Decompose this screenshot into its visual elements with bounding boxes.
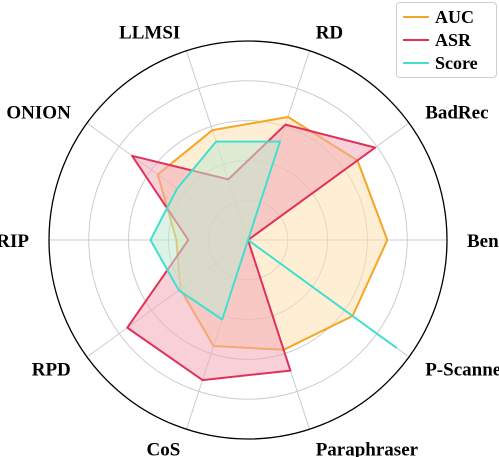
- series-score-area: [149, 140, 398, 349]
- legend-swatch-score: [403, 62, 429, 64]
- axis-label-badrec: BadRec: [425, 102, 488, 123]
- outer-frame: [48, 40, 448, 440]
- axis-label-strip: STRIP: [0, 231, 29, 252]
- legend-label-asr: ASR: [435, 29, 472, 50]
- legend-label-score: Score: [435, 52, 478, 73]
- axis-label-onion: ONION: [6, 102, 71, 123]
- axis-label-cos: CoS: [147, 439, 181, 457]
- legend-label-auc: AUC: [435, 6, 474, 27]
- radar-series: [126, 116, 398, 382]
- axis-label-benign: Benign: [467, 231, 499, 252]
- axis-labels: Benign BadRec RD LLMSI ONION STRIP RPD CoS Parap…: [0, 23, 499, 457]
- legend-swatch-asr: [403, 39, 429, 41]
- axis-label-rpd: RPD: [32, 360, 71, 381]
- axis-label-paraphraser: Paraphraser: [316, 439, 419, 457]
- legend-swatch-auc: [403, 16, 429, 18]
- axis-label-llmsi: LLMSI: [119, 23, 180, 44]
- legend-item-score: Score: [403, 52, 478, 74]
- legend-item-asr: ASR: [403, 29, 471, 51]
- chart-legend: AUC ASR Score: [396, 2, 497, 78]
- legend-item-auc: AUC: [403, 6, 474, 28]
- axis-label-rd: RD: [316, 23, 343, 44]
- axis-label-p-scanner: P-Scanner: [425, 360, 499, 381]
